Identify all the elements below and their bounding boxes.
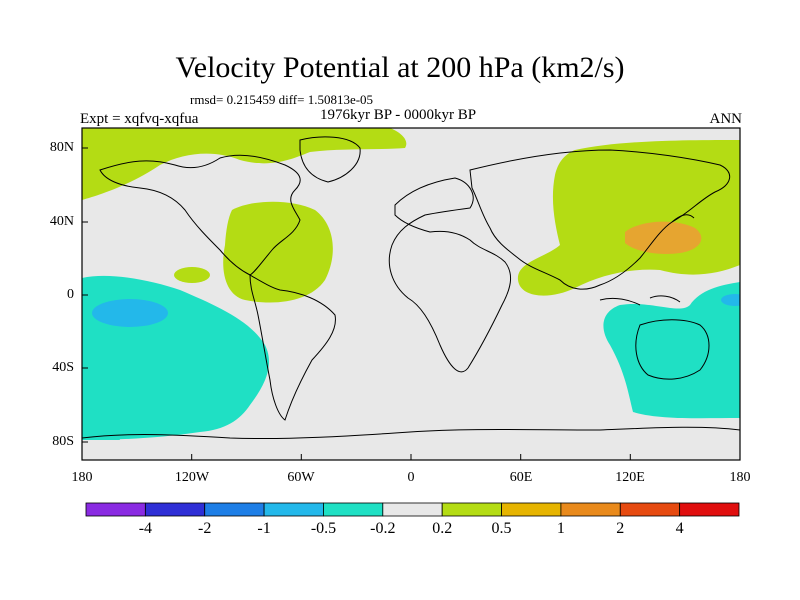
positive-region-atlantic [223, 201, 333, 303]
colorbar-label: 4 [675, 520, 684, 537]
lat-label-40n: 40N [49, 214, 74, 229]
lon-label-180e: 180 [729, 470, 751, 485]
positive-region-asia-pacific [517, 140, 740, 296]
lon-label-120e: 120E [615, 470, 645, 485]
lon-label-60w: 60W [287, 470, 315, 485]
colorbar-label: -4 [138, 520, 153, 537]
colorbar-swatch [619, 502, 681, 517]
colorbar-swatch [679, 502, 740, 517]
colorbar-label: -2 [198, 520, 212, 537]
map-field [82, 128, 740, 460]
period-label: 1976kyr BP - 0000kyr BP [320, 107, 477, 123]
lat-label-80n: 80N [49, 140, 74, 155]
lon-label-180w: 180 [71, 470, 93, 485]
colorbar [85, 502, 740, 517]
negative-mid-region-west-pacific [721, 294, 740, 306]
colorbar-label: 2 [616, 520, 625, 537]
map-title: Velocity Potential at 200 hPa (km2/s) [175, 51, 625, 84]
colorbar-label: 0.5 [491, 520, 512, 537]
positive-region-east-pacific [174, 267, 210, 283]
colorbar-swatch [323, 502, 384, 517]
lat-label-40s: 40S [52, 360, 74, 375]
axis-ticks [81, 147, 741, 460]
lon-label-60e: 60E [509, 470, 533, 485]
stats-text: rmsd= 0.215459 diff= 1.50813e-05 [190, 92, 374, 107]
colorbar-swatch [441, 502, 502, 517]
lat-label-0: 0 [67, 287, 74, 302]
lon-label-120w: 120W [174, 470, 210, 485]
colorbar-swatch [204, 502, 265, 517]
colorbar-label: 1 [556, 520, 565, 537]
positive-region-arctic [82, 128, 407, 200]
colorbar-label: -1 [257, 520, 271, 537]
colorbar-swatch [382, 502, 443, 517]
colorbar-swatch [560, 502, 621, 517]
negative-region-date-line [82, 405, 120, 440]
lon-label-0: 0 [407, 470, 415, 485]
negative-region-indo-australia [603, 282, 740, 419]
coastlines [82, 136, 740, 440]
colorbar-swatch [144, 502, 206, 517]
season-label: ANN [709, 111, 743, 127]
colorbar-label: 0.2 [432, 520, 453, 537]
negative-mid-region-south-pacific [92, 299, 168, 327]
colorbar-label: -0.2 [370, 520, 396, 537]
experiment-label: Expt = xqfvq-xqfua [80, 111, 199, 127]
positive-mid-region-east-asia [625, 221, 702, 254]
lat-label-80s: 80S [52, 434, 74, 449]
colorbar-swatch [501, 502, 562, 517]
colorbar-label: -0.5 [310, 520, 337, 537]
colorbar-swatch [85, 502, 146, 517]
colorbar-swatch [263, 502, 324, 517]
